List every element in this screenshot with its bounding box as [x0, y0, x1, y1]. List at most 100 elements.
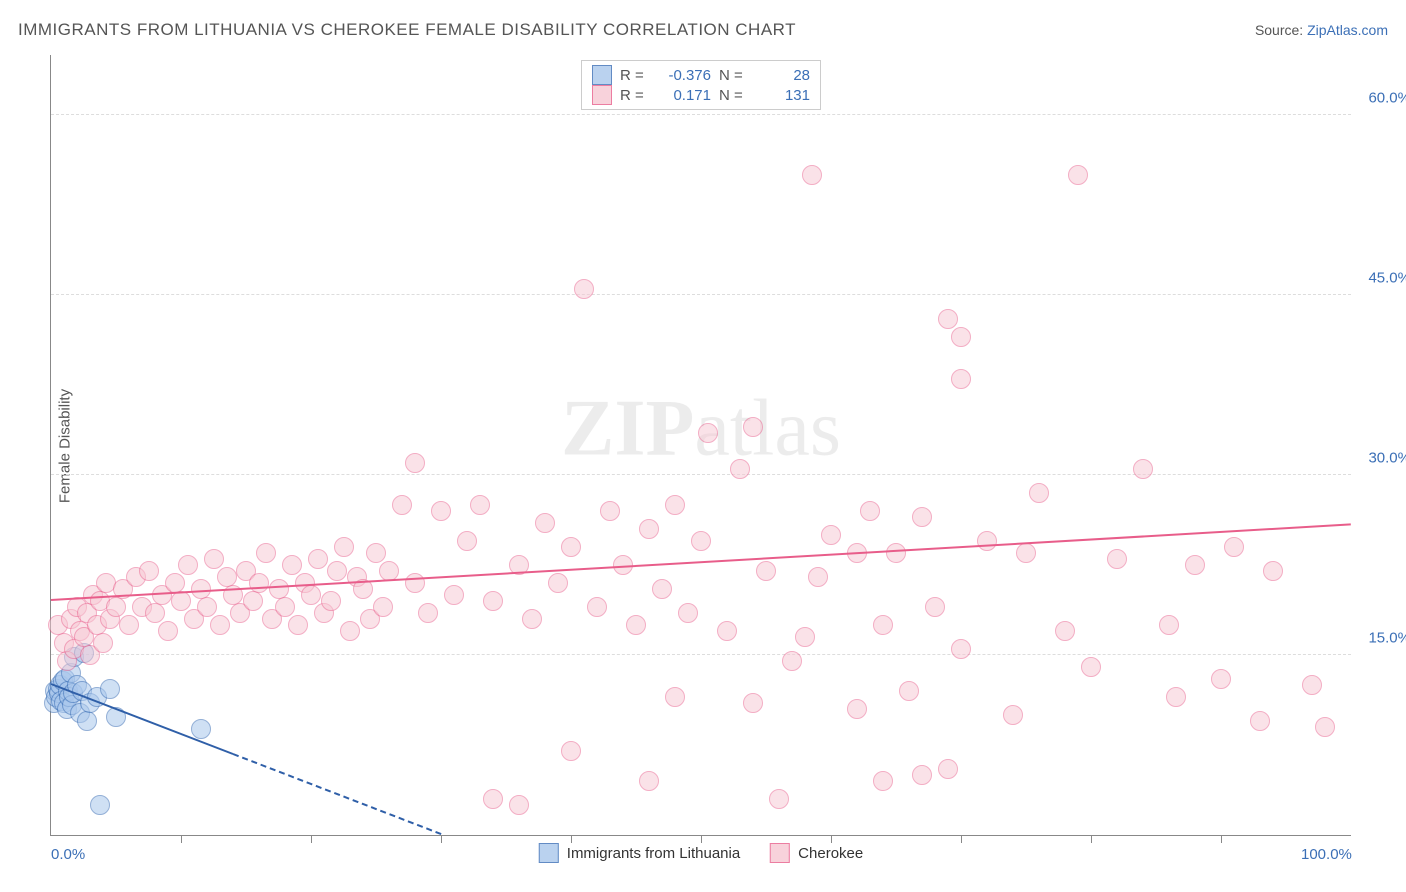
legend-swatch: [539, 843, 559, 863]
data-point: [951, 639, 971, 659]
data-point: [288, 615, 308, 635]
source-link[interactable]: ZipAtlas.com: [1307, 22, 1388, 38]
n-value: 131: [755, 87, 810, 104]
data-point: [321, 591, 341, 611]
data-point: [665, 687, 685, 707]
data-point: [912, 507, 932, 527]
data-point: [483, 591, 503, 611]
data-point: [522, 609, 542, 629]
x-tick: [571, 835, 572, 843]
data-point: [639, 771, 659, 791]
x-tick: [181, 835, 182, 843]
data-point: [1250, 711, 1270, 731]
y-tick-label: 30.0%: [1368, 450, 1406, 467]
chart-title: IMMIGRANTS FROM LITHUANIA VS CHEROKEE FE…: [18, 20, 796, 40]
legend-swatch: [770, 843, 790, 863]
x-tick: [961, 835, 962, 843]
data-point: [743, 417, 763, 437]
series-legend: Immigrants from Lithuania Cherokee: [539, 843, 863, 863]
data-point: [886, 543, 906, 563]
data-point: [587, 597, 607, 617]
data-point: [158, 621, 178, 641]
data-point: [1055, 621, 1075, 641]
data-point: [782, 651, 802, 671]
data-point: [938, 309, 958, 329]
data-point: [106, 597, 126, 617]
data-point: [691, 531, 711, 551]
y-tick-label: 15.0%: [1368, 630, 1406, 647]
data-point: [405, 453, 425, 473]
data-point: [119, 615, 139, 635]
data-point: [327, 561, 347, 581]
y-tick-label: 45.0%: [1368, 270, 1406, 287]
data-point: [249, 573, 269, 593]
data-point: [600, 501, 620, 521]
n-label: N =: [719, 87, 747, 104]
x-tick: [1091, 835, 1092, 843]
data-point: [392, 495, 412, 515]
data-point: [1133, 459, 1153, 479]
data-point: [431, 501, 451, 521]
data-point: [561, 537, 581, 557]
data-point: [217, 567, 237, 587]
legend-label: Immigrants from Lithuania: [567, 845, 740, 862]
data-point: [191, 719, 211, 739]
data-point: [535, 513, 555, 533]
data-point: [802, 165, 822, 185]
data-point: [405, 573, 425, 593]
r-label: R =: [620, 87, 648, 104]
data-point: [256, 543, 276, 563]
data-point: [282, 555, 302, 575]
data-point: [873, 615, 893, 635]
data-point: [373, 597, 393, 617]
legend-stat-row: R =-0.376N =28: [592, 65, 810, 85]
data-point: [769, 789, 789, 809]
legend-item: Immigrants from Lithuania: [539, 843, 740, 863]
data-point: [860, 501, 880, 521]
data-point: [1263, 561, 1283, 581]
data-point: [698, 423, 718, 443]
data-point: [756, 561, 776, 581]
data-point: [178, 555, 198, 575]
data-point: [561, 741, 581, 761]
data-point: [100, 679, 120, 699]
data-point: [938, 759, 958, 779]
x-tick: [441, 835, 442, 843]
data-point: [93, 633, 113, 653]
data-point: [1068, 165, 1088, 185]
source-prefix: Source:: [1255, 22, 1307, 38]
data-point: [1029, 483, 1049, 503]
data-point: [730, 459, 750, 479]
gridline: [51, 114, 1351, 115]
data-point: [165, 573, 185, 593]
r-value: 0.171: [656, 87, 711, 104]
data-point: [821, 525, 841, 545]
n-value: 28: [755, 67, 810, 84]
x-tick: [311, 835, 312, 843]
r-value: -0.376: [656, 67, 711, 84]
data-point: [548, 573, 568, 593]
data-point: [275, 597, 295, 617]
x-tick-label: 0.0%: [51, 846, 85, 863]
data-point: [483, 789, 503, 809]
data-point: [210, 615, 230, 635]
data-point: [470, 495, 490, 515]
data-point: [912, 765, 932, 785]
data-point: [808, 567, 828, 587]
data-point: [457, 531, 477, 551]
data-point: [243, 591, 263, 611]
data-point: [1302, 675, 1322, 695]
data-point: [197, 597, 217, 617]
data-point: [795, 627, 815, 647]
gridline: [51, 474, 1351, 475]
data-point: [301, 585, 321, 605]
x-tick: [831, 835, 832, 843]
data-point: [1185, 555, 1205, 575]
data-point: [678, 603, 698, 623]
x-tick: [701, 835, 702, 843]
title-bar: IMMIGRANTS FROM LITHUANIA VS CHEROKEE FE…: [18, 20, 1388, 40]
legend-label: Cherokee: [798, 845, 863, 862]
data-point: [1211, 669, 1231, 689]
data-point: [308, 549, 328, 569]
data-point: [652, 579, 672, 599]
